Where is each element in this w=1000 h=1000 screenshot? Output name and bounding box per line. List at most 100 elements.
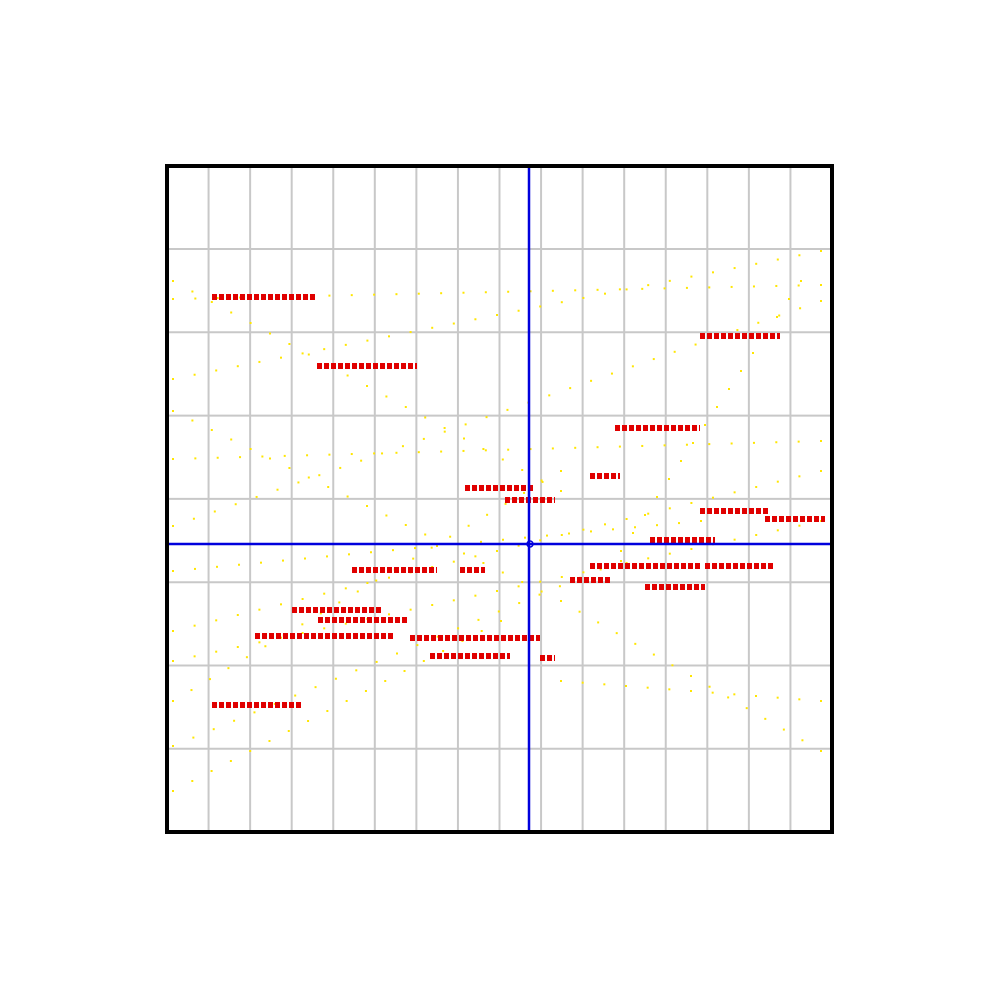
trace-dot [560,490,562,492]
trace-dot [253,711,256,714]
trace-dot [798,524,801,527]
trace-dot [646,686,649,689]
trace-dot [694,343,697,346]
trace-dot [797,284,800,287]
trace-dot [755,534,758,536]
trace-dot [757,321,760,324]
trace-dot [590,379,593,382]
trace-dot [269,332,271,335]
trace-dot [578,610,581,613]
trace-dot [668,507,671,510]
trace-dot [294,694,297,697]
trace-dot [334,677,337,680]
trace-dot [192,736,195,739]
trace-dot [596,446,599,449]
trace-dot [800,280,802,282]
trace-dot [216,565,218,568]
trace-dot [755,695,757,697]
trace-dot [442,650,445,652]
trace-dot [215,369,218,372]
trace-dot [210,770,213,772]
trace-dot [775,441,778,444]
trace-dot [213,510,216,513]
trace-dot [690,675,692,677]
trace-dot [540,479,543,482]
trace-dot [236,646,239,648]
trace-dot [680,460,682,462]
trace-dot [652,653,655,656]
trace-dot [521,581,524,583]
trace-dot [212,728,215,731]
trace-dot [568,532,570,535]
trace-dot [350,294,353,297]
trace-dot [597,621,600,624]
trace-dot [404,524,407,526]
trace-dot [301,632,304,634]
trace-dot [604,292,606,295]
trace-dot [264,645,267,648]
trace-dot [484,449,487,452]
trace-dot [581,681,584,684]
trace-dot [452,560,455,563]
trace-dot [496,314,498,316]
trace-dot [504,502,507,505]
trace-dot [356,590,359,593]
trace-dot [752,352,754,354]
trace-dot [323,627,326,630]
trace-dot [467,524,470,527]
trace-dot [647,512,650,515]
trace-dot [820,250,822,252]
trace-dot [733,693,736,696]
trace-dot [409,608,412,611]
trace-dot [172,790,174,792]
trace-dot [193,655,196,658]
trace-dot [663,444,666,447]
trace-dot [172,410,174,412]
trace-dot [269,457,271,460]
trace-dot [396,652,398,655]
trace-dot [348,553,350,556]
trace-dot [172,745,174,747]
trace-dot [603,683,606,686]
trace-dot [485,416,488,419]
trace-dot [172,630,174,632]
trace-dot [172,525,174,527]
trace-dot [417,292,420,295]
trace-dot [360,459,363,462]
trace-dot [172,570,174,572]
trace-dot [260,561,262,564]
trace-dot [644,514,646,516]
trace-dot [730,285,733,288]
trace-dot [327,486,330,488]
trace-dot [261,455,264,458]
trace-dot [484,291,487,294]
trace-dot [326,555,328,558]
trace-dot [346,374,349,377]
trace-dot [656,524,658,527]
trace-dot [338,601,341,604]
trace-dot [346,495,349,498]
trace-dot [210,301,213,303]
trace-dot [258,608,261,611]
trace-dot [631,365,634,368]
trace-dot [733,538,736,541]
trace-dot [604,523,606,526]
trace-dot [236,614,239,616]
trace-dot [172,458,174,460]
trace-dot [449,535,452,538]
trace-dot [194,297,197,300]
trace-dot [728,388,730,390]
trace-dot [283,454,286,457]
trace-dot [401,445,404,448]
trace-dot [500,620,502,622]
trace-dot [745,707,748,710]
trace-dot [258,360,261,363]
trace-dot [582,296,585,299]
trace-dot [215,619,218,622]
trace-dot [501,571,504,574]
trace-dot [620,550,622,552]
trace-dot [301,352,304,355]
trace-dot [599,568,602,571]
